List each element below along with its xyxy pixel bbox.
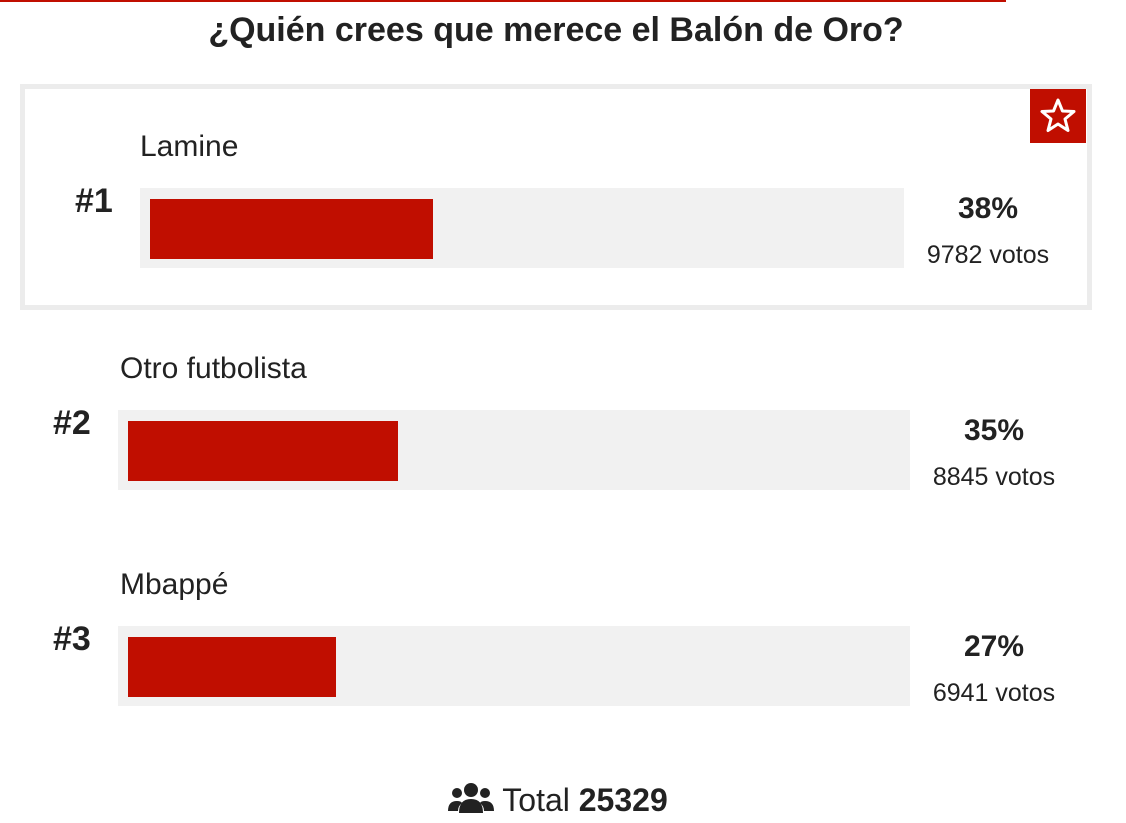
option-rank: #1: [75, 182, 113, 220]
total-value: 25329: [578, 782, 668, 818]
option-name: Lamine: [140, 130, 239, 163]
option-votes: 9782 votos: [926, 241, 1050, 269]
option-name: Otro futbolista: [120, 352, 307, 385]
bar: [150, 199, 433, 259]
bar: [128, 421, 399, 481]
total: Total 25329: [0, 780, 1116, 820]
option-percent: 35%: [963, 414, 1025, 447]
option-name: Mbappé: [120, 568, 229, 601]
total-label: Total: [502, 782, 570, 818]
star-button[interactable]: [1030, 89, 1086, 143]
option-percent: 27%: [963, 630, 1025, 663]
option-votes: 6941 votos: [932, 679, 1056, 707]
users-icon: [448, 783, 495, 813]
option-votes: 8845 votos: [932, 463, 1056, 491]
option-percent: 38%: [957, 192, 1019, 225]
option-rank: #3: [53, 620, 91, 658]
bar: [128, 637, 337, 697]
star-icon: [1040, 98, 1076, 132]
option-rank: #2: [53, 404, 91, 442]
poll-title: ¿Quién crees que merece el Balón de Oro?: [208, 11, 904, 49]
top-line: [0, 0, 1006, 2]
